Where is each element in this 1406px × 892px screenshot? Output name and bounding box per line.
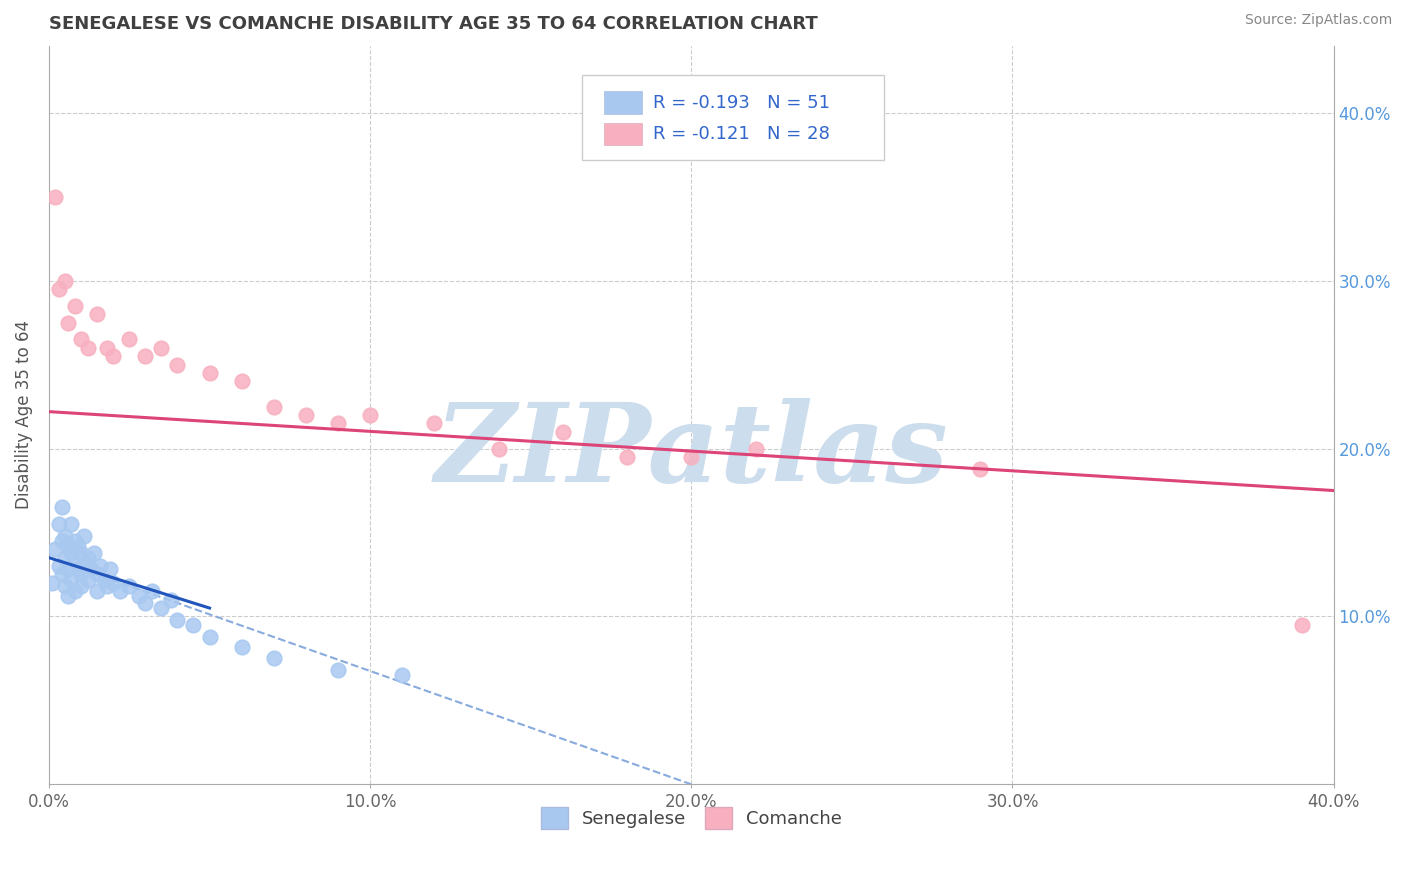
Point	[76, 573, 98, 587]
Point	[969, 461, 991, 475]
Point	[58, 562, 80, 576]
Point	[86, 584, 108, 599]
Point	[681, 450, 703, 464]
Point	[263, 400, 285, 414]
Point	[76, 341, 98, 355]
Point	[51, 500, 73, 515]
FancyBboxPatch shape	[582, 75, 884, 161]
Text: Source: ZipAtlas.com: Source: ZipAtlas.com	[1244, 13, 1392, 28]
Point	[63, 584, 86, 599]
Point	[70, 579, 93, 593]
Bar	[605, 92, 643, 113]
Point	[391, 668, 413, 682]
Point	[58, 539, 80, 553]
Point	[51, 533, 73, 548]
Point	[96, 579, 118, 593]
Point	[98, 562, 121, 576]
Point	[150, 601, 173, 615]
Point	[198, 630, 221, 644]
Point	[1291, 617, 1313, 632]
Point	[63, 556, 86, 570]
Point	[60, 546, 83, 560]
Point	[63, 299, 86, 313]
Point	[231, 640, 253, 654]
Point	[488, 442, 510, 456]
Point	[141, 584, 163, 599]
Point	[166, 613, 188, 627]
Point	[53, 529, 76, 543]
Point	[166, 358, 188, 372]
Point	[359, 408, 381, 422]
Point	[66, 562, 89, 576]
Point	[134, 349, 156, 363]
Point	[744, 442, 766, 456]
Point	[53, 274, 76, 288]
Point	[118, 333, 141, 347]
Text: ZIPatlas: ZIPatlas	[434, 398, 948, 506]
Point	[616, 450, 638, 464]
Point	[96, 341, 118, 355]
Point	[198, 366, 221, 380]
Point	[86, 567, 108, 582]
Point	[41, 575, 63, 590]
Point	[63, 533, 86, 548]
Text: R = -0.193   N = 51: R = -0.193 N = 51	[652, 94, 830, 112]
Text: SENEGALESE VS COMANCHE DISABILITY AGE 35 TO 64 CORRELATION CHART: SENEGALESE VS COMANCHE DISABILITY AGE 35…	[49, 15, 818, 33]
Bar	[605, 123, 643, 145]
Point	[51, 567, 73, 582]
Point	[118, 579, 141, 593]
Point	[108, 584, 131, 599]
Point	[80, 562, 103, 576]
Point	[231, 375, 253, 389]
Point	[53, 550, 76, 565]
Point	[160, 592, 183, 607]
Point	[423, 417, 446, 431]
Point	[103, 575, 125, 590]
Point	[60, 517, 83, 532]
Point	[44, 190, 66, 204]
Point	[89, 559, 111, 574]
Point	[83, 546, 105, 560]
Point	[48, 559, 70, 574]
Point	[44, 542, 66, 557]
Y-axis label: Disability Age 35 to 64: Disability Age 35 to 64	[15, 320, 32, 509]
Point	[76, 550, 98, 565]
Point	[58, 316, 80, 330]
Point	[70, 333, 93, 347]
Point	[60, 573, 83, 587]
Legend: Senegalese, Comanche: Senegalese, Comanche	[533, 799, 849, 836]
Point	[134, 596, 156, 610]
Point	[73, 529, 96, 543]
Point	[70, 567, 93, 582]
Point	[93, 573, 115, 587]
Point	[48, 517, 70, 532]
Point	[66, 539, 89, 553]
Point	[295, 408, 318, 422]
Point	[263, 651, 285, 665]
Point	[48, 282, 70, 296]
Point	[73, 556, 96, 570]
Point	[326, 663, 349, 677]
Point	[103, 349, 125, 363]
Point	[53, 579, 76, 593]
Point	[86, 307, 108, 321]
Text: R = -0.121   N = 28: R = -0.121 N = 28	[652, 125, 830, 144]
Point	[326, 417, 349, 431]
Point	[551, 425, 574, 439]
Point	[70, 546, 93, 560]
Point	[128, 589, 150, 603]
Point	[58, 589, 80, 603]
Point	[183, 617, 205, 632]
Point	[150, 341, 173, 355]
